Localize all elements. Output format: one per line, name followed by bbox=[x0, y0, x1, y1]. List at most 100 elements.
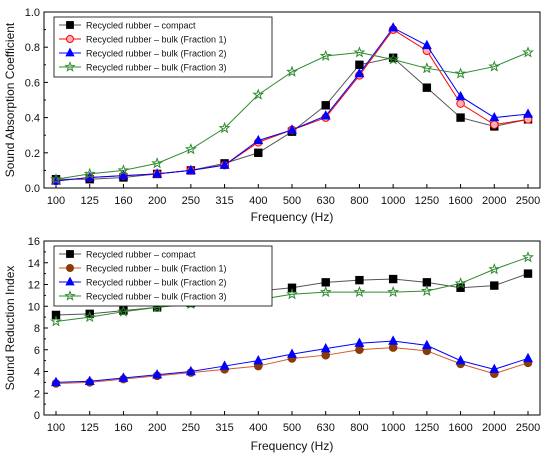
legend-marker bbox=[64, 290, 76, 301]
y-tick-label: 1.0 bbox=[25, 7, 40, 19]
legend-label: Recycled rubber – bulk (Fraction 1) bbox=[86, 264, 227, 274]
data-point bbox=[254, 148, 263, 157]
data-point bbox=[490, 281, 499, 290]
data-point bbox=[522, 46, 534, 58]
legend-marker bbox=[66, 264, 74, 272]
x-tick-label: 160 bbox=[114, 422, 132, 434]
data-point bbox=[455, 90, 466, 101]
y-tick-label: 14 bbox=[28, 258, 40, 270]
series-line bbox=[55, 51, 529, 180]
x-tick-label: 100 bbox=[47, 195, 65, 207]
y-tick-label: 8 bbox=[34, 323, 40, 335]
data-point bbox=[456, 99, 465, 108]
data-point bbox=[219, 159, 230, 169]
data-point bbox=[387, 285, 400, 298]
x-tick-label: 100 bbox=[47, 422, 65, 434]
data-point bbox=[523, 352, 533, 363]
y-tick-label: 0.8 bbox=[25, 42, 40, 54]
x-tick-label: 200 bbox=[148, 422, 166, 434]
y-tick-label: 16 bbox=[28, 236, 40, 248]
y-tick-label: 4 bbox=[34, 367, 40, 379]
x-tick-label: 1000 bbox=[381, 195, 405, 207]
data-point bbox=[252, 88, 265, 100]
data-point bbox=[321, 101, 330, 110]
data-point bbox=[353, 46, 366, 58]
data-point bbox=[83, 167, 96, 179]
data-point bbox=[320, 343, 331, 353]
data-point bbox=[287, 283, 297, 292]
legend-marker bbox=[65, 276, 75, 286]
x-tick-label: 1250 bbox=[415, 422, 439, 434]
data-point bbox=[320, 110, 331, 120]
data-point bbox=[488, 263, 501, 275]
data-point bbox=[117, 164, 130, 176]
x-axis-title: Frequency (Hz) bbox=[251, 439, 334, 453]
x-tick-label: 1250 bbox=[415, 195, 439, 207]
x-tick-label: 630 bbox=[317, 422, 335, 434]
legend-label: Recycled rubber – bulk (Fraction 3) bbox=[86, 63, 227, 73]
data-point bbox=[489, 363, 500, 374]
data-point bbox=[421, 39, 432, 50]
legend-marker bbox=[66, 21, 74, 29]
data-point bbox=[151, 157, 164, 169]
y-tick-label: 0.4 bbox=[25, 113, 40, 125]
series-4 bbox=[50, 46, 534, 185]
legend: Recycled rubber – compact Recycled rubber… bbox=[53, 245, 273, 307]
x-tick-label: 125 bbox=[81, 422, 99, 434]
legend-marker bbox=[65, 47, 75, 57]
x-tick-label: 2500 bbox=[516, 422, 540, 434]
x-tick-label: 125 bbox=[81, 195, 99, 207]
data-point bbox=[523, 108, 533, 118]
data-point bbox=[253, 354, 264, 365]
legend-marker bbox=[66, 250, 74, 258]
data-point bbox=[51, 376, 61, 387]
data-point bbox=[456, 283, 465, 292]
x-tick-label: 800 bbox=[350, 195, 368, 207]
data-point bbox=[319, 49, 332, 62]
y-axis-title: Sound Reduction Index bbox=[3, 266, 17, 391]
y-tick-label: 0.2 bbox=[25, 148, 40, 160]
data-point bbox=[321, 278, 330, 287]
data-point bbox=[388, 343, 398, 352]
x-tick-label: 400 bbox=[249, 422, 267, 434]
data-point bbox=[83, 310, 96, 323]
data-point bbox=[454, 277, 467, 289]
x-tick-label: 400 bbox=[249, 195, 267, 207]
y-axis-title: Sound Absorption Coefficient bbox=[3, 22, 17, 177]
data-point bbox=[522, 251, 534, 263]
data-point bbox=[523, 269, 533, 278]
data-point bbox=[319, 285, 332, 298]
data-point bbox=[388, 274, 398, 284]
data-point bbox=[353, 285, 366, 298]
legend-marker bbox=[66, 35, 74, 43]
data-point bbox=[253, 134, 264, 145]
data-point bbox=[420, 284, 433, 297]
x-tick-label: 800 bbox=[350, 422, 368, 434]
data-point bbox=[421, 339, 432, 350]
data-point bbox=[422, 83, 432, 92]
x-tick-label: 315 bbox=[215, 195, 233, 207]
data-point bbox=[286, 65, 298, 77]
data-point bbox=[388, 335, 399, 345]
data-point bbox=[354, 67, 365, 78]
legend-label: Recycled rubber – bulk (Fraction 2) bbox=[86, 278, 227, 288]
data-point bbox=[456, 113, 465, 122]
data-point bbox=[117, 305, 130, 317]
x-tick-label: 250 bbox=[182, 195, 200, 207]
x-tick-label: 1600 bbox=[448, 422, 472, 434]
data-point bbox=[50, 172, 62, 185]
x-tick-label: 2000 bbox=[482, 422, 506, 434]
data-point bbox=[420, 62, 433, 74]
data-point bbox=[454, 67, 467, 79]
data-point bbox=[455, 354, 466, 365]
data-point bbox=[219, 360, 230, 370]
data-point bbox=[118, 170, 129, 180]
x-tick-label: 1600 bbox=[448, 195, 472, 207]
data-point bbox=[321, 350, 331, 360]
y-tick-label: 6 bbox=[34, 345, 40, 357]
x-tick-label: 315 bbox=[215, 422, 233, 434]
data-point bbox=[185, 164, 196, 175]
x-tick-label: 2000 bbox=[482, 195, 506, 207]
chart-panel-2: 0 2 4 6 8 10 12 14 16 100 125 160 200 250 315 400 500 630… bbox=[3, 236, 541, 453]
